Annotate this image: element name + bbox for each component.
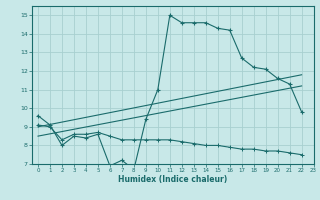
X-axis label: Humidex (Indice chaleur): Humidex (Indice chaleur) — [118, 175, 228, 184]
